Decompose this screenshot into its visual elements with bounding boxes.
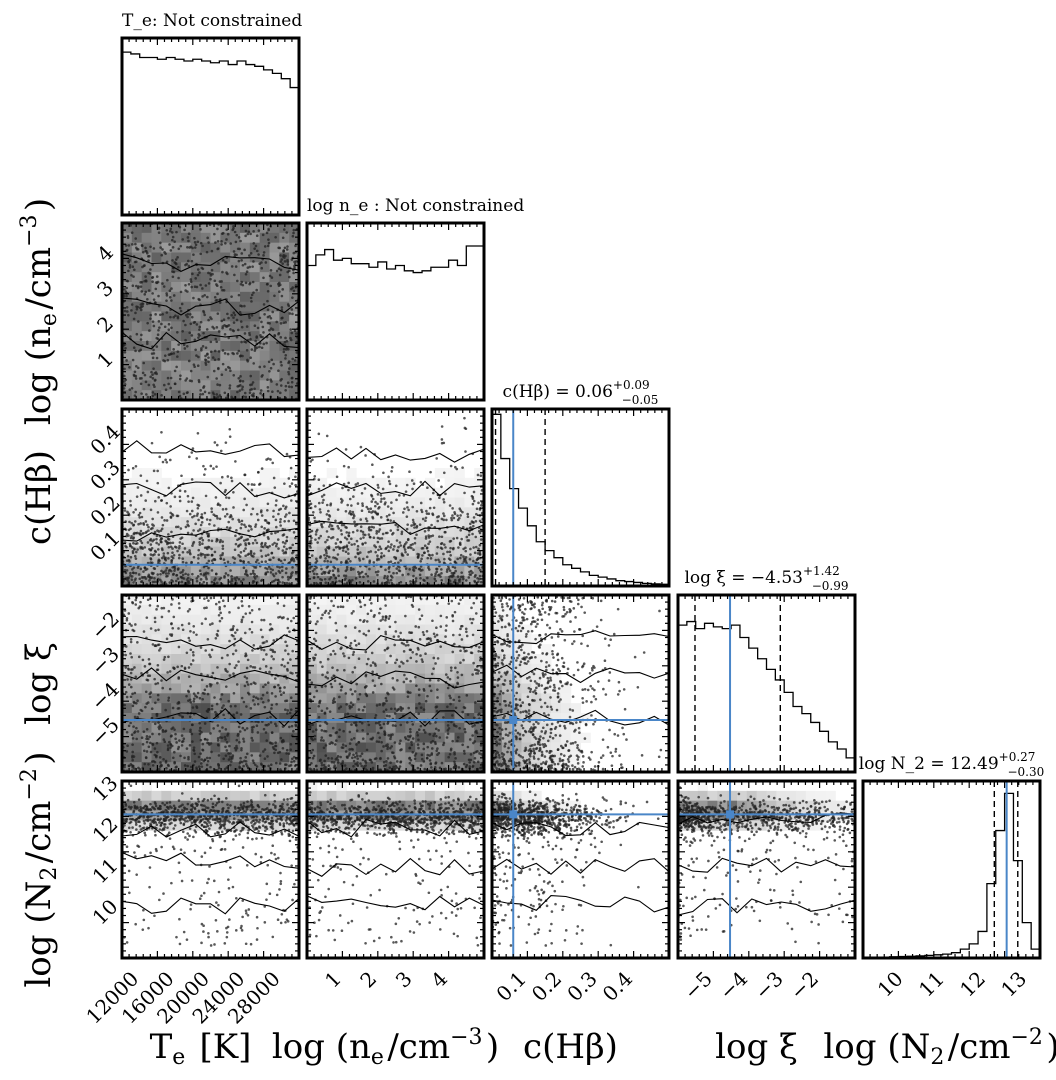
histogram-logxi: log ξ = −4.53+1.42 −0.99 bbox=[676, 564, 857, 774]
xtick-label-logxi-0: −5 bbox=[679, 967, 717, 1005]
histogram-logne: log n_e : Not constrained bbox=[305, 196, 524, 402]
title-logN2: log N_2 = 12.49+0.27 −0.30 bbox=[859, 750, 1044, 779]
ytick-label-logne-2: 3 bbox=[92, 276, 118, 302]
histogram-Te: T_e: Not constrained bbox=[120, 11, 302, 217]
panel-logne-vs-logxi bbox=[305, 593, 486, 774]
ytick-label-logN2-3: 13 bbox=[88, 771, 123, 806]
xticks-logxi: −5−4−3−2 bbox=[679, 967, 823, 1005]
histogram-steps-logne bbox=[306, 245, 485, 400]
ytick-label-logN2-1: 11 bbox=[88, 853, 123, 888]
panel-cHb-vs-logN2 bbox=[490, 779, 671, 960]
panel-Te-vs-cHb bbox=[120, 407, 301, 588]
xtick-label-cHb-0: 0.1 bbox=[491, 967, 530, 1006]
xlabel-logxi: log ξ bbox=[715, 1027, 798, 1067]
xtick-label-cHb-1: 0.2 bbox=[527, 967, 566, 1006]
xtick-label-logxi-1: −4 bbox=[715, 967, 753, 1005]
title-logxi: log ξ = −4.53+1.42 −0.99 bbox=[684, 564, 848, 593]
histogram-cHb: c(Hβ) = 0.06+0.09 −0.05 bbox=[490, 378, 671, 588]
xtick-label-logN2-1: 11 bbox=[914, 967, 949, 1002]
panel-cHb-vs-logxi bbox=[490, 593, 671, 774]
ytick-label-logne-3: 4 bbox=[92, 240, 118, 266]
histogram-logN2: log N_2 = 12.49+0.27 −0.30 bbox=[859, 750, 1044, 960]
ytick-label-logxi-2: −3 bbox=[86, 642, 124, 680]
panel-Te-vs-logN2 bbox=[120, 779, 301, 960]
ytick-label-logxi-0: −5 bbox=[86, 713, 124, 751]
title-cHb: c(Hβ) = 0.06+0.09 −0.05 bbox=[503, 378, 659, 407]
title-Te: T_e: Not constrained bbox=[122, 11, 302, 31]
xtick-label-logne-0: 1 bbox=[320, 967, 346, 993]
yticks-cHb: 0.10.20.30.4 bbox=[85, 420, 124, 566]
ylabel-logxi: log ξ bbox=[19, 642, 59, 725]
xtick-label-logN2-2: 12 bbox=[955, 967, 990, 1002]
xtick-label-logxi-2: −3 bbox=[750, 967, 788, 1005]
histogram-steps-cHb bbox=[491, 413, 670, 586]
panel-logxi-vs-logN2 bbox=[676, 779, 857, 960]
panel-logne-vs-cHb bbox=[305, 407, 486, 588]
histogram-steps-logN2 bbox=[862, 792, 1041, 958]
yticks-logxi: −5−4−3−2 bbox=[86, 607, 124, 751]
xlabel-logN2: log (N2 /cm−2 ) bbox=[823, 1025, 1056, 1070]
yticks-logne: 1 2 3 4 bbox=[92, 240, 118, 372]
axis-labels: Te [K] log (ne /cm−3 ) c(Hβ) log ξ log (N2 /… bbox=[17, 198, 1056, 1070]
ytick-label-cHb-2: 0.3 bbox=[85, 455, 124, 494]
histogram-steps-logxi bbox=[677, 620, 856, 772]
yticks-logN2: 10 11 12 13 bbox=[88, 771, 123, 929]
ylabel-logN2: log (N2 /cm−2 ) bbox=[17, 751, 62, 987]
xtick-label-logxi-3: −2 bbox=[785, 967, 823, 1005]
ylabel-logne: log (ne /cm−3 ) bbox=[17, 198, 62, 425]
ytick-label-logN2-0: 10 bbox=[88, 894, 123, 929]
xtick-label-cHb-2: 0.3 bbox=[562, 967, 601, 1006]
ytick-label-logxi-1: −4 bbox=[86, 677, 124, 715]
histogram-steps-Te bbox=[121, 51, 300, 215]
xlabel-cHb: c(Hβ) bbox=[523, 1027, 618, 1067]
xtick-label-logne-3: 4 bbox=[426, 967, 452, 993]
xtick-label-cHb-3: 0.4 bbox=[598, 967, 637, 1006]
ylabel-cHb: c(Hβ) bbox=[19, 450, 59, 545]
title-logne: log n_e : Not constrained bbox=[307, 196, 524, 216]
xlabel-Te: Te [K] bbox=[150, 1027, 252, 1070]
xticks-logN2: 10 11 12 13 bbox=[873, 967, 1031, 1002]
xtick-label-logN2-3: 13 bbox=[996, 967, 1031, 1002]
ytick-label-logN2-2: 12 bbox=[88, 812, 123, 847]
xticks-cHb: 0.10.20.30.4 bbox=[491, 967, 637, 1006]
panel-logne-vs-logN2 bbox=[305, 779, 486, 960]
panel-Te-vs-logxi bbox=[120, 593, 301, 774]
xtick-label-logN2-0: 10 bbox=[873, 967, 908, 1002]
ytick-label-logne-1: 2 bbox=[92, 311, 118, 337]
panel-Te-vs-logne bbox=[120, 221, 301, 402]
xlabel-logne: log (ne /cm−3 ) bbox=[272, 1025, 499, 1070]
ytick-label-logxi-3: −2 bbox=[86, 607, 124, 645]
ytick-label-cHb-0: 0.1 bbox=[85, 526, 124, 565]
xtick-label-logne-1: 2 bbox=[355, 967, 381, 993]
ytick-label-logne-0: 1 bbox=[92, 347, 118, 373]
ytick-label-cHb-3: 0.4 bbox=[85, 420, 124, 459]
ytick-label-cHb-1: 0.2 bbox=[85, 491, 124, 530]
xtick-label-logne-2: 3 bbox=[391, 967, 417, 993]
